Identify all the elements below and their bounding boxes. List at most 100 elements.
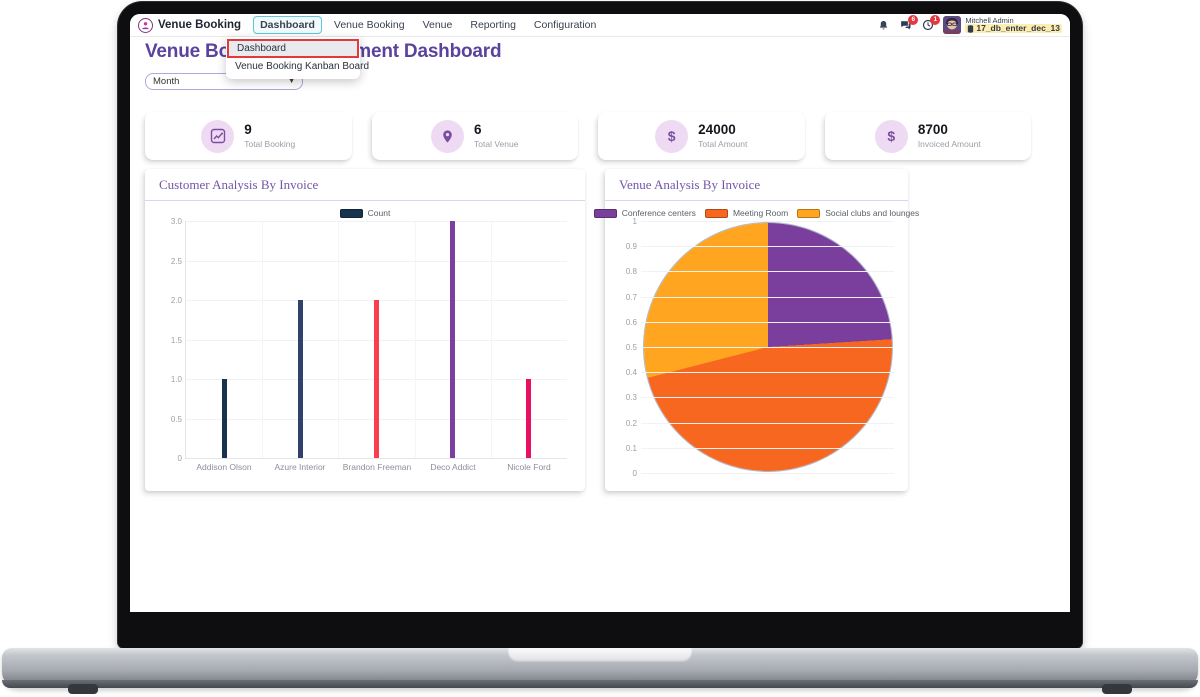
bar-azure-interior[interactable] <box>298 300 303 458</box>
customer-analysis-card: Customer Analysis By Invoice Count 3.0 2.… <box>145 169 585 491</box>
gridline <box>641 322 894 323</box>
venue-analysis-card: Venue Analysis By Invoice Conference cen… <box>593 169 919 491</box>
gridline <box>641 347 894 348</box>
gridline <box>415 221 416 458</box>
laptop-screen: Venue Booking Dashboard Venue Booking Venu… <box>130 14 1070 612</box>
x-axis-label: Brandon Freeman <box>342 462 412 472</box>
nav-item-venue-booking[interactable]: Venue Booking <box>333 19 405 31</box>
stat-label: Total Booking <box>244 139 296 150</box>
dashboard-dropdown-menu: Dashboard Venue Booking Kanban Board <box>226 37 369 79</box>
pie-legend: Conference centers Meeting Room Social clu… <box>593 208 919 218</box>
chart-title: Venue Analysis By Invoice <box>619 177 761 192</box>
messages-count-badge: 6 <box>908 14 919 25</box>
bar-deco-addict[interactable] <box>450 221 455 458</box>
top-navbar: Venue Booking Dashboard Venue Booking Venu… <box>130 14 1070 37</box>
gridline <box>641 473 894 474</box>
legend-swatch <box>797 208 821 218</box>
pie-chart-plot: 1 0.9 0.8 0.7 0.6 0.5 0.4 0.3 0.2 0.1 0 <box>626 217 894 478</box>
gridline <box>641 221 894 222</box>
y-axis-tick: 2.5 <box>170 257 182 266</box>
legend-item-meeting-room[interactable]: Meeting Room <box>704 208 789 218</box>
legend-swatch <box>704 208 728 218</box>
bar-legend-count[interactable]: Count <box>339 208 390 218</box>
stat-card-total-venue: 6 Total Venue <box>371 112 578 160</box>
dollar-icon: $ <box>874 119 908 153</box>
dollar-icon: $ <box>655 119 689 153</box>
x-axis-label: Nicole Ford <box>507 462 551 472</box>
legend-item-conference-centers[interactable]: Conference centers <box>593 208 696 218</box>
bar-brandon-freeman[interactable] <box>374 300 379 458</box>
legend-label: Meeting Room <box>732 208 789 218</box>
gridline <box>641 423 894 424</box>
laptop-foot <box>68 684 98 694</box>
main-menu: Dashboard Venue Booking Venue Reporting Conf… <box>253 16 602 34</box>
stat-value: 9 <box>244 122 252 138</box>
user-menu[interactable]: Mitchell Admin 17_db_enter_dec_13 <box>943 16 1062 34</box>
gridline <box>186 221 567 222</box>
activities-clock-icon[interactable]: 1 <box>921 14 941 32</box>
user-name: Mitchell Admin <box>965 15 1014 25</box>
nav-item-configuration[interactable]: Configuration <box>533 19 597 31</box>
nav-item-dashboard[interactable]: Dashboard <box>253 16 322 34</box>
x-axis-label: Addison Olson <box>196 462 252 472</box>
nav-item-reporting[interactable]: Reporting <box>470 19 516 31</box>
legend-item-social-clubs-and-lounges[interactable]: Social clubs and lounges <box>797 208 919 218</box>
gridline <box>641 271 894 272</box>
y-axis-tick: 0.1 <box>625 444 637 453</box>
chevron-down-icon: ▼ <box>288 78 295 85</box>
database-badge: 17_db_enter_dec_13 <box>965 23 1062 34</box>
venue-booking-app-icon[interactable] <box>138 17 153 33</box>
y-axis-tick: 0.7 <box>625 293 637 302</box>
database-icon <box>968 25 974 33</box>
gridline <box>641 372 894 373</box>
bar-nicole-ford[interactable] <box>526 379 531 458</box>
y-axis-tick: 0 <box>177 454 182 463</box>
gridline <box>262 221 263 458</box>
y-axis-tick: 1.0 <box>170 375 182 384</box>
stat-card-total-booking: 9 Total Booking <box>145 112 352 160</box>
stat-value: 8700 <box>917 122 948 138</box>
y-axis-tick: 0.2 <box>625 419 637 428</box>
map-pin-icon <box>431 119 465 153</box>
person-icon <box>142 21 149 29</box>
y-axis-tick: 0.6 <box>625 318 637 327</box>
messages-icon[interactable]: 6 <box>899 14 919 32</box>
gridline <box>641 246 894 247</box>
systray: 6 1 <box>877 14 1062 34</box>
y-axis-tick: 0.5 <box>625 343 637 352</box>
notifications-bell-icon[interactable] <box>877 19 890 32</box>
legend-swatch <box>593 208 617 218</box>
period-filter-value: Month <box>153 76 180 87</box>
activities-count-badge: 1 <box>930 14 941 25</box>
bar-addison-olson[interactable] <box>222 379 227 458</box>
stat-label: Invoiced Amount <box>917 139 981 150</box>
y-axis-tick: 0.4 <box>625 368 637 377</box>
x-axis-label: Azure Interior <box>274 462 326 472</box>
app-brand[interactable]: Venue Booking <box>158 19 242 31</box>
stat-card-total-amount: $ 24000 Total Amount <box>598 112 805 160</box>
menu-item-dashboard[interactable]: Dashboard <box>227 39 359 58</box>
legend-label: Conference centers <box>621 208 696 218</box>
chart-line-icon <box>201 119 235 153</box>
stat-value: 24000 <box>698 122 736 138</box>
database-name: 17_db_enter_dec_13 <box>976 23 1060 34</box>
y-axis-tick: 0.9 <box>625 242 637 251</box>
y-axis-tick: 0.5 <box>170 415 182 424</box>
laptop-foot <box>1102 684 1132 694</box>
x-axis-label: Deco Addict <box>430 462 476 472</box>
bar-chart-plot[interactable]: 3.0 2.5 2.0 1.5 1.0 0.5 0 Addison Olson Azure In… <box>171 217 567 472</box>
gridline <box>641 397 894 398</box>
gridline <box>641 448 894 449</box>
nav-item-venue[interactable]: Venue <box>422 19 453 31</box>
y-axis-tick: 3.0 <box>170 217 182 226</box>
y-axis-tick: 0.3 <box>625 393 637 402</box>
laptop-base-edge <box>2 680 1198 688</box>
y-axis-tick: 0.8 <box>625 267 637 276</box>
y-axis-tick: 1.5 <box>170 336 182 345</box>
menu-item-kanban-board[interactable]: Venue Booking Kanban Board <box>235 61 369 72</box>
user-avatar <box>943 16 962 34</box>
gridline <box>491 221 492 458</box>
legend-swatch <box>339 208 363 218</box>
y-axis-tick: 1 <box>632 217 637 226</box>
